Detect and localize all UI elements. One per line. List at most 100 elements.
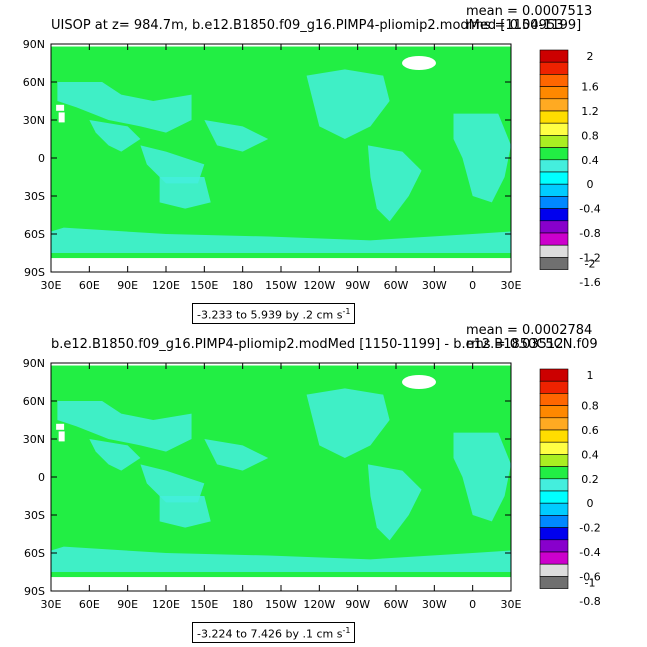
colorbar-cell — [539, 98, 569, 112]
lon-tick-label: 30W — [422, 279, 447, 292]
greenland-patch — [402, 56, 436, 70]
colorbar-label: 0.6 — [581, 424, 599, 437]
cyan-region-3 — [159, 496, 211, 528]
colorbar-label: 0.2 — [581, 473, 599, 486]
colorbar-cell — [539, 49, 569, 63]
lon-tick-label: 30E — [41, 279, 62, 292]
colorbar-label: -1.2 — [579, 251, 600, 264]
lon-tick-label: 0 — [469, 279, 476, 292]
colorbar-label: -0.8 — [579, 595, 600, 608]
colorbar-cell — [539, 61, 569, 75]
lat-tick-label: 30S — [24, 509, 45, 522]
cyan-region-5 — [306, 69, 390, 139]
panel-2-colorbar: 1 0.8 0.6 0.4 0.2 0 -0.2 -0.4 -0.6 -0.8 -1 — [539, 368, 601, 608]
lon-tick-label: 120E — [152, 279, 180, 292]
cyan-region-1 — [89, 120, 141, 152]
colorbar-label: -0.4 — [579, 546, 600, 559]
greenland-patch — [402, 375, 436, 389]
lat-tick-label: 30N — [23, 114, 45, 127]
colorbar-cell — [539, 183, 569, 197]
lon-tick-label: 60E — [79, 598, 100, 611]
colorbar-cell — [539, 122, 569, 136]
colorbar-cell — [539, 86, 569, 100]
lon-tick-label: 150W — [265, 598, 297, 611]
cyan-region-4 — [204, 439, 269, 471]
panel-1-rms: rms = 0.04953 — [466, 18, 564, 33]
colorbar-cell — [539, 429, 569, 443]
colorbar-cell — [539, 135, 569, 148]
colorbar-label: 0.8 — [581, 400, 599, 413]
colorbar-cell — [539, 380, 569, 394]
colorbar-label: -0.6 — [579, 570, 600, 583]
cyan-region-0 — [57, 401, 192, 452]
lon-tick-label: 30E — [501, 598, 522, 611]
colorbar-cell — [539, 441, 569, 455]
colorbar-cell — [539, 576, 569, 589]
colorbar-label: 0.4 — [581, 154, 599, 167]
lon-tick-label: 120E — [152, 598, 180, 611]
cyan-region-8 — [51, 227, 511, 253]
cyan-region-2 — [140, 464, 205, 503]
colorbar-cell — [539, 220, 569, 234]
panel-1-range-sup: -1 — [342, 307, 351, 316]
colorbar-cell — [539, 490, 569, 504]
colorbar-cell — [539, 515, 569, 528]
colorbar-label: 0.4 — [581, 448, 599, 461]
cyan-region-0 — [57, 82, 192, 133]
panel-1-colorbar: 2 1.6 1.2 0.8 0.4 0 -0.4 -0.8 -1.2 -1.6 -2 — [539, 49, 601, 289]
lon-tick-label: 90W — [345, 279, 370, 292]
cyan-region-3 — [159, 177, 211, 209]
panel-1-title: UISOP at z= 984.7m, b.e12.B1850.f09_g16.… — [51, 18, 582, 33]
colorbar-label: 0 — [587, 497, 594, 510]
colorbar-cell — [539, 478, 569, 492]
panel-1-range-text: -3.233 to 5.939 by .2 cm s — [197, 308, 343, 322]
lon-tick-label: 150W — [265, 279, 297, 292]
lon-tick-label: 90W — [345, 598, 370, 611]
cyan-region-7 — [453, 113, 511, 203]
cyan-region-5 — [306, 388, 390, 458]
colorbar-label: -0.8 — [579, 227, 600, 240]
colorbar-label: -1.6 — [579, 276, 600, 289]
colorbar-cell — [539, 393, 569, 406]
colorbar-cell — [539, 196, 569, 209]
lon-tick-label: 0 — [469, 598, 476, 611]
lat-tick-label: 60N — [23, 395, 45, 408]
ocean-field — [51, 46, 511, 259]
lon-tick-label: 150E — [190, 279, 218, 292]
panel-1-range-box: -3.233 to 5.939 by .2 cm s-1 — [192, 303, 356, 324]
colorbar-cell — [539, 527, 569, 541]
colorbar-cell — [539, 208, 569, 222]
colorbar-cell — [539, 147, 569, 161]
colorbar-label: 1 — [587, 369, 594, 382]
cyan-region-2 — [140, 145, 205, 184]
lat-tick-label: 30S — [24, 190, 45, 203]
colorbar-cell — [539, 110, 569, 124]
lat-tick-label: 0 — [38, 471, 45, 484]
panel-2-rms: rms = 0.03512 — [466, 337, 564, 352]
colorbar-label: -2 — [585, 258, 596, 271]
lat-tick-label: 60N — [23, 76, 45, 89]
colorbar-label: 1.6 — [581, 81, 599, 94]
colorbar-cell — [539, 74, 569, 87]
colorbar-cell — [539, 454, 569, 467]
panel-1-map — [51, 44, 511, 272]
land-patch — [58, 431, 65, 442]
lon-tick-label: 180 — [232, 279, 253, 292]
lon-tick-label: 30E — [41, 598, 62, 611]
lat-tick-label: 30N — [23, 433, 45, 446]
lon-tick-label: 180 — [232, 598, 253, 611]
colorbar-cell — [539, 563, 569, 577]
lat-tick-label: 60S — [24, 547, 45, 560]
lon-tick-label: 60W — [384, 279, 409, 292]
colorbar-cell — [539, 159, 569, 173]
cyan-region-1 — [89, 439, 141, 471]
ocean-field — [51, 365, 511, 578]
panel-2-range-box: -3.224 to 7.426 by .1 cm s-1 — [192, 622, 356, 643]
panel-2-range-sup: -1 — [342, 626, 351, 635]
lon-tick-label: 150E — [190, 598, 218, 611]
panel-2-mean: mean = 0.0002784 — [466, 323, 593, 338]
lon-tick-label: 60E — [79, 279, 100, 292]
colorbar-label: 2 — [587, 50, 594, 63]
